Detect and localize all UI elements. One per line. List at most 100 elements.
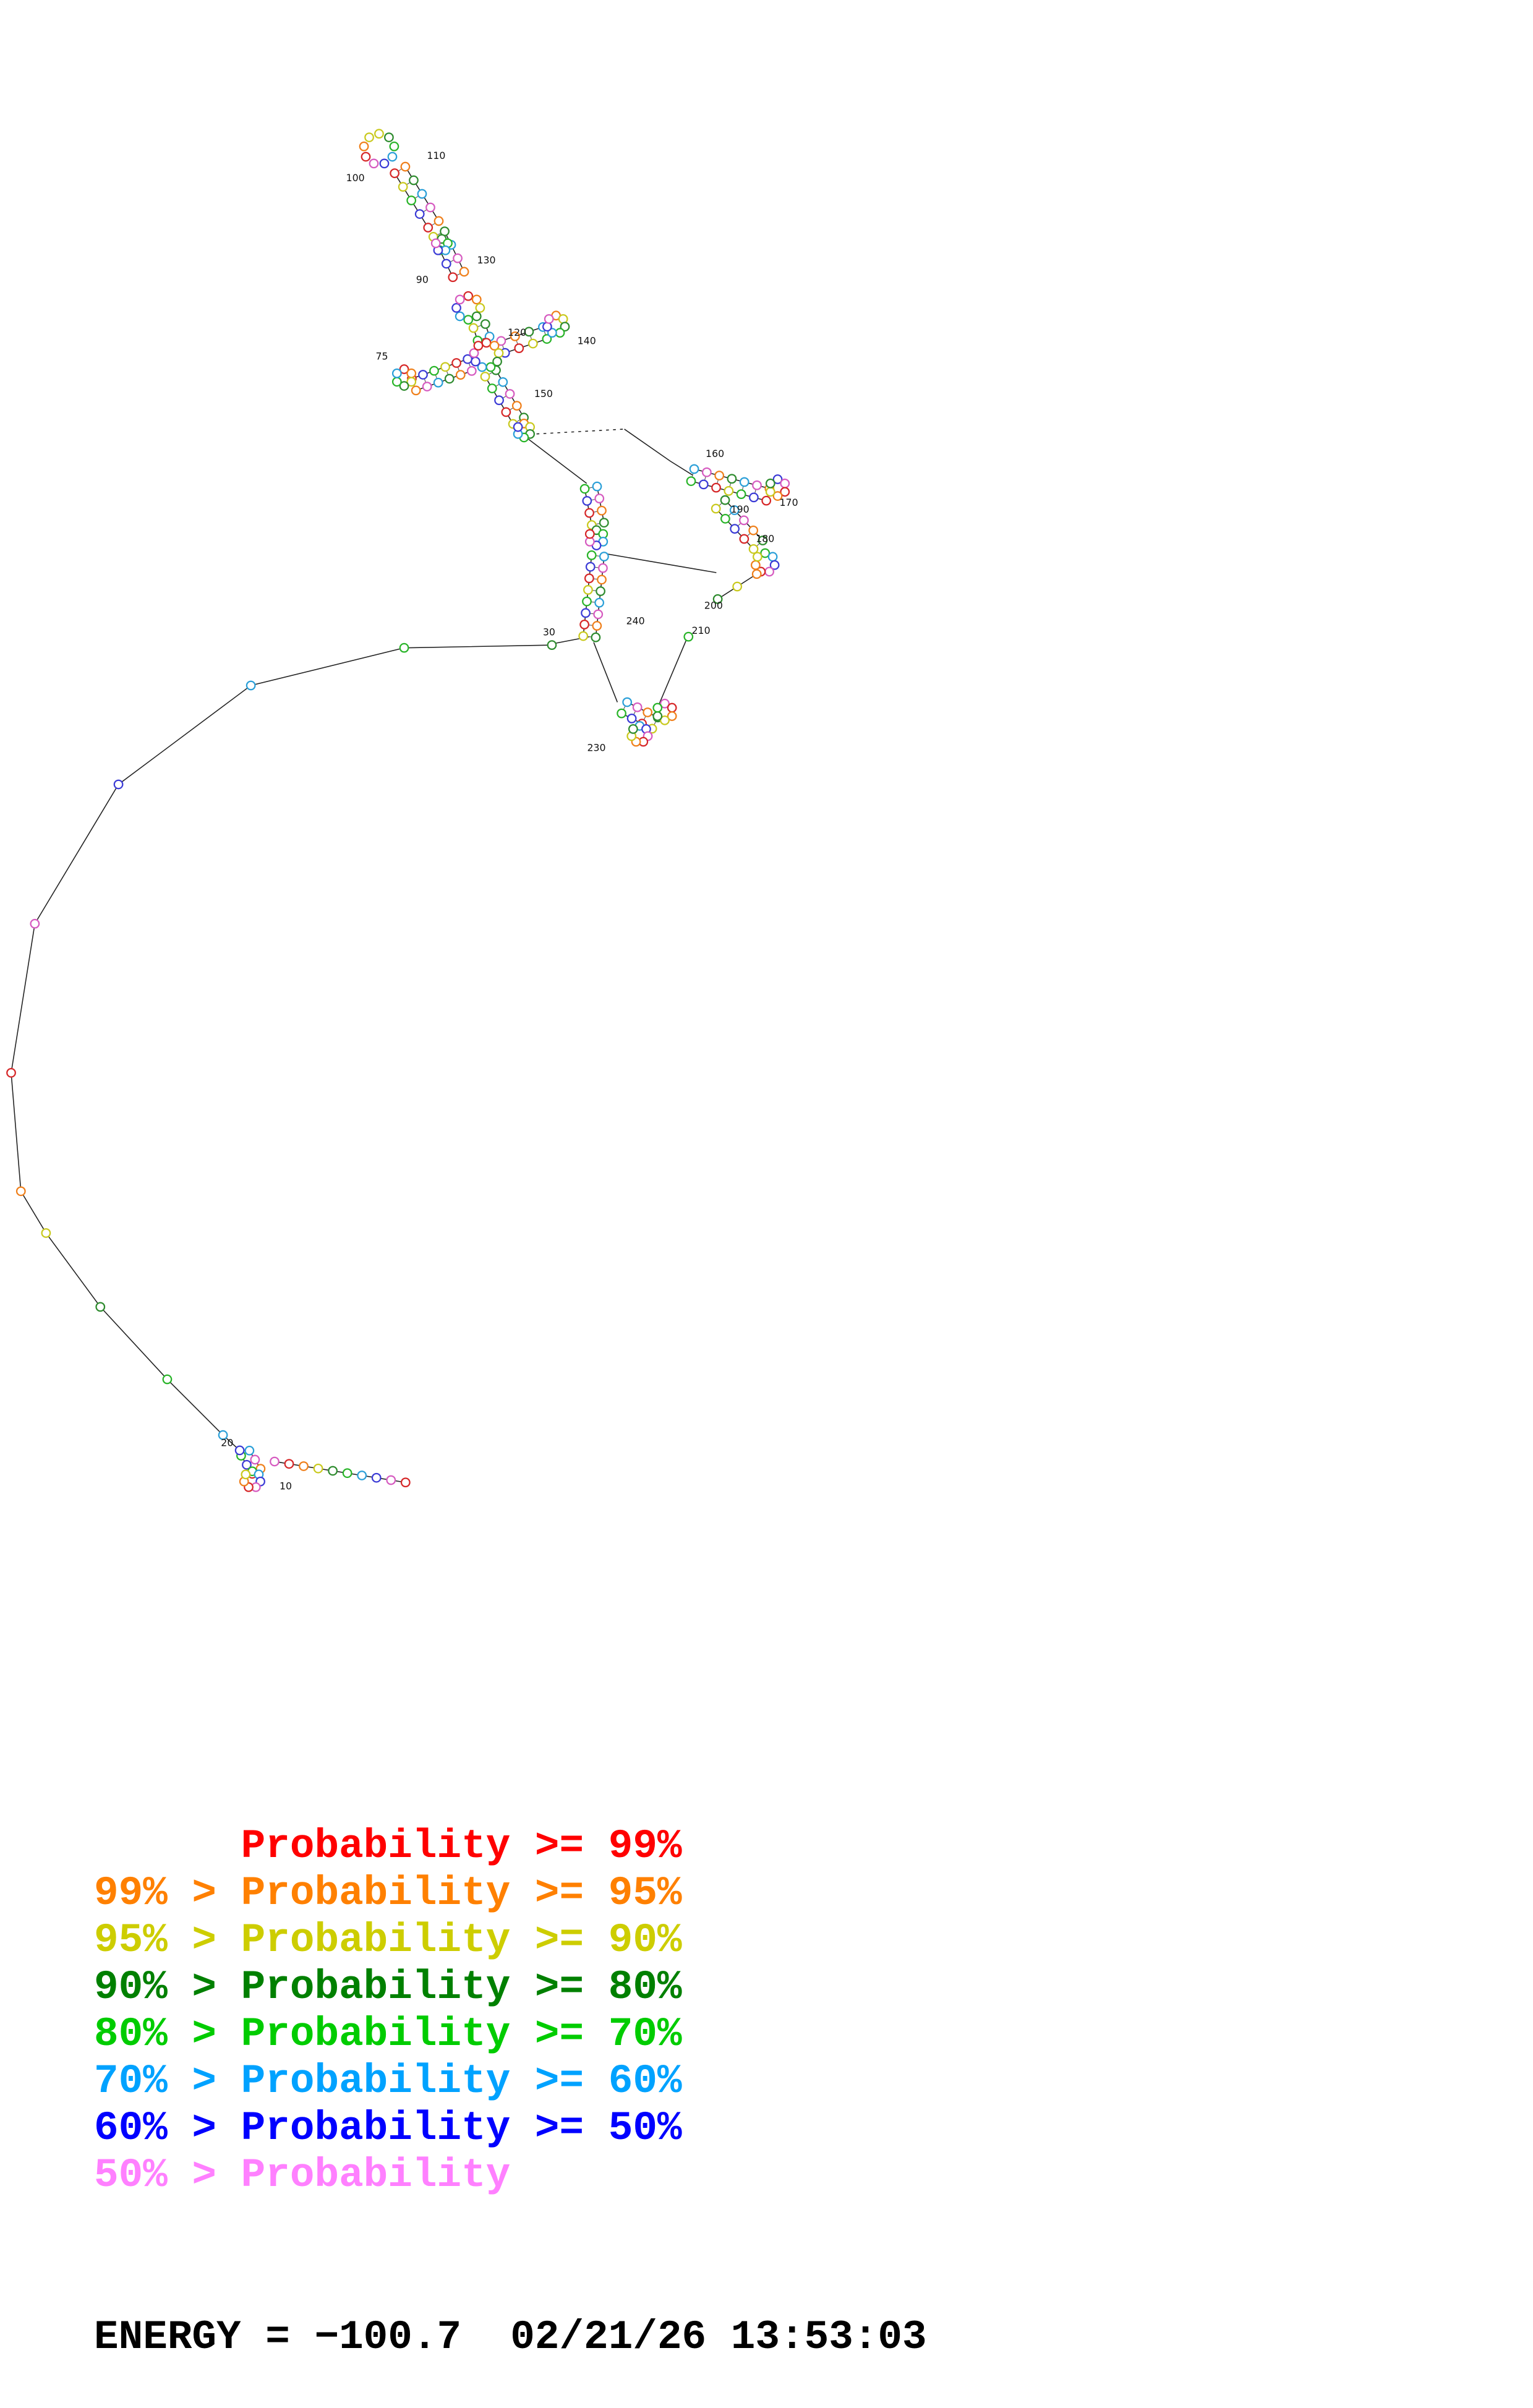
nucleotide-bead	[406, 368, 417, 378]
nucleotide-bead	[489, 341, 500, 351]
sequence-position-label: 210	[692, 625, 711, 636]
nucleotide-bead	[711, 503, 721, 514]
nucleotide-bead	[371, 1472, 382, 1483]
nucleotide-bead	[578, 631, 589, 641]
nucleotide-bead	[729, 505, 740, 515]
sequence-position-label: 100	[346, 172, 365, 184]
nucleotide-bead	[284, 1459, 294, 1469]
nucleotide-bead	[597, 505, 607, 516]
nucleotide-bead	[753, 552, 762, 562]
nucleotide-bead	[487, 383, 497, 393]
backbone-line	[596, 486, 605, 523]
nucleotide-bead	[433, 216, 444, 226]
nucleotide-bead	[463, 291, 474, 301]
nucleotide-bead	[299, 1461, 309, 1471]
nucleotide-bead	[242, 1459, 252, 1470]
nucleotide-bead	[739, 477, 749, 487]
nucleotide-bead	[469, 348, 479, 358]
nucleotide-bead	[477, 362, 487, 372]
nucleotide-bead	[501, 407, 511, 417]
nucleotide-bead	[769, 560, 780, 570]
legend-row: 50% > Probability	[94, 2152, 511, 2198]
nucleotide-bead	[660, 715, 670, 725]
nucleotide-bead	[244, 1445, 255, 1456]
nucleotide-bead	[643, 707, 653, 717]
nucleotide-bead	[422, 382, 432, 391]
nucleotide-bead	[241, 1469, 251, 1480]
nucleotide-bead	[780, 487, 790, 497]
nucleotide-bead	[480, 319, 490, 329]
backbone-line	[523, 429, 625, 435]
nucleotide-bead	[582, 596, 592, 607]
nucleotide-bead	[544, 314, 554, 324]
nucleotide-bead	[359, 141, 369, 152]
nucleotide-bead	[480, 372, 490, 382]
nucleotide-bead	[471, 311, 482, 322]
nucleotide-bead	[328, 1466, 338, 1476]
nucleotide-bead	[485, 362, 496, 372]
nucleotide-bead	[758, 536, 768, 545]
legend-row: 95% > Probability >= 90%	[94, 1917, 682, 1963]
legend-rows: Probability >= 99% 99% > Probability >= 9…	[94, 1823, 927, 2199]
nucleotide-bead	[599, 552, 609, 561]
probability-legend: Probability >= 99% 99% > Probability >= 9…	[94, 1729, 927, 2408]
nucleotide-bead	[429, 365, 439, 376]
nucleotide-bead	[513, 422, 523, 432]
backbone-line	[522, 434, 587, 484]
nucleotide-bead	[689, 464, 699, 474]
nucleotide-bead	[579, 484, 590, 494]
backbone-line	[274, 1461, 406, 1484]
nucleotide-bead	[313, 1463, 323, 1474]
sequence-position-label: 75	[375, 350, 388, 362]
nucleotide-bead	[597, 574, 607, 585]
nucleotide-bead	[468, 323, 479, 333]
nucleotide-bead	[455, 370, 466, 380]
nucleotide-bead	[399, 364, 409, 374]
nucleotide-bead	[547, 640, 557, 651]
nucleotide-bead	[765, 487, 775, 497]
nucleotide-bead	[400, 161, 411, 172]
sequence-position-label: 200	[704, 600, 723, 612]
nucleotide-bead	[584, 573, 594, 584]
nucleotide-bead	[593, 609, 604, 620]
nucleotide-bead	[418, 370, 428, 380]
nucleotide-bead	[246, 680, 256, 691]
nucleotide-bead	[451, 358, 461, 368]
nucleotide-bead	[594, 493, 605, 504]
legend-row: Probability >= 99%	[94, 1823, 682, 1869]
nucleotide-bead	[760, 548, 771, 558]
nucleotide-bead	[411, 385, 421, 396]
nucleotide-bead	[505, 389, 515, 399]
nucleotide-bead	[471, 294, 482, 305]
nucleotide-bead	[732, 581, 743, 592]
nucleotide-bead	[583, 585, 593, 595]
nucleotide-bead	[390, 168, 400, 179]
nucleotide-bead	[423, 223, 433, 233]
nucleotide-bead	[471, 356, 480, 367]
nucleotide-bead	[701, 467, 712, 477]
nucleotide-bead	[547, 328, 557, 338]
nucleotide-bead	[398, 182, 408, 192]
nucleotide-bead	[399, 381, 409, 391]
nucleotide-bead	[765, 478, 775, 489]
nucleotide-bead	[683, 631, 694, 642]
legend-row: 70% > Probability >= 60%	[94, 2058, 682, 2104]
nucleotide-bead	[720, 495, 730, 505]
nucleotide-bead	[493, 348, 504, 358]
nucleotide-bead	[698, 479, 709, 490]
legend-row: 90% > Probability >= 80%	[94, 1964, 682, 2010]
backbone-line	[655, 638, 688, 711]
nucleotide-bead	[626, 713, 637, 724]
nucleotide-bead	[481, 338, 492, 348]
nucleotide-bead	[524, 327, 534, 337]
nucleotide-bead	[560, 322, 570, 332]
nucleotide-bead	[617, 708, 626, 719]
nucleotide-bead	[496, 336, 506, 346]
nucleotide-bead	[162, 1374, 173, 1385]
nucleotide-bead	[622, 697, 633, 707]
nucleotide-bead	[542, 334, 552, 344]
nucleotide-bead	[444, 374, 455, 384]
nucleotide-bead	[652, 711, 663, 721]
nucleotide-bead	[95, 1302, 106, 1312]
nucleotide-bead	[399, 643, 409, 653]
